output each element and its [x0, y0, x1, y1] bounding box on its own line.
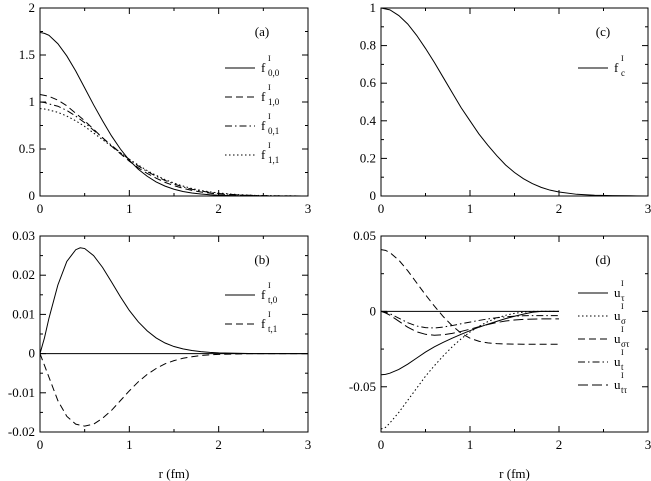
series-line-u-στ: [380, 249, 559, 345]
y-tick-label: 0: [370, 303, 377, 318]
x-tick-label: 0: [378, 201, 385, 216]
panel-label: (d): [595, 252, 610, 267]
y-tick-label: 0: [29, 346, 36, 361]
y-tick-label: 0.05: [353, 228, 376, 243]
y-tick-label: 0.6: [360, 75, 377, 90]
legend-superscript: I: [268, 310, 271, 319]
series-line-u-tτ: [380, 310, 559, 336]
x-axis-label: r (fm): [159, 466, 190, 481]
legend-label: f: [261, 89, 266, 104]
x-axis-label: r (fm): [499, 466, 530, 481]
y-tick-label: 0.02: [12, 267, 35, 282]
legend-label: u: [614, 377, 621, 392]
series-line-u-σ: [380, 310, 559, 430]
x-tick-label: 0: [37, 437, 44, 452]
y-tick-label: 1.5: [19, 47, 35, 62]
legend-subscript: t: [621, 362, 624, 372]
y-tick-label: 0.2: [360, 150, 376, 165]
series-line-f-0,0: [39, 31, 308, 197]
x-tick-label: 1: [467, 201, 474, 216]
y-tick-label: 2: [29, 0, 36, 15]
legend-subscript: στ: [621, 339, 630, 349]
x-tick-label: 0: [378, 437, 385, 452]
series-line-f-1,1: [39, 108, 309, 197]
legend-subscript: 0,0: [268, 68, 280, 78]
legend-superscript: I: [268, 281, 271, 290]
y-tick-label: 0: [29, 188, 36, 203]
y-tick-label: 0.01: [12, 306, 35, 321]
legend-subscript: 1,1: [268, 155, 279, 165]
x-tick-label: 2: [215, 437, 222, 452]
legend-subscript: t,1: [268, 324, 277, 334]
legend-subscript: σ: [621, 316, 626, 326]
legend-label: u: [614, 354, 621, 369]
series-line-f-t,1: [39, 353, 308, 427]
legend-superscript: I: [621, 325, 624, 334]
x-tick-label: 3: [305, 201, 312, 216]
legend-superscript: I: [268, 83, 271, 92]
x-tick-label: 3: [645, 437, 651, 452]
x-tick-label: 2: [556, 437, 563, 452]
x-tick-label: 1: [467, 437, 474, 452]
y-tick-label: -0.01: [8, 385, 35, 400]
x-tick-label: 3: [305, 437, 312, 452]
legend-subscript: c: [621, 68, 625, 78]
y-tick-label: 0.4: [360, 113, 377, 128]
legend-superscript: I: [621, 54, 624, 63]
x-tick-label: 3: [645, 201, 651, 216]
legend-label: u: [614, 285, 621, 300]
y-tick-label: 1: [29, 94, 36, 109]
series-line-f-c: [380, 7, 649, 197]
legend-subscript: τ: [621, 293, 625, 303]
legend-label: f: [261, 287, 266, 302]
legend-subscript: 1,0: [268, 97, 280, 107]
legend-superscript: I: [268, 112, 271, 121]
x-tick-label: 1: [126, 201, 133, 216]
panel-b: 0 1 2 3-0.02-0.0100.010.020.03fIt,0fIt,1(b)…: [8, 228, 311, 481]
series-line-f-0,1: [39, 101, 309, 197]
panel-label: (a): [255, 24, 269, 39]
legend-superscript: I: [621, 348, 624, 357]
series-line-u-t: [380, 310, 559, 329]
legend-superscript: I: [621, 371, 624, 380]
panel-c: 0 1 2 3 0 0.2 0.4 0.6 0.8 1 fIc (c): [360, 0, 651, 216]
y-tick-label: 0.5: [19, 141, 35, 156]
legend-label: u: [614, 308, 621, 323]
y-tick-label: 0: [370, 188, 377, 203]
legend-superscript: I: [268, 141, 271, 150]
legend-superscript: I: [621, 279, 624, 288]
series-line-u-τ: [380, 310, 559, 376]
panel-label: (c): [596, 24, 610, 39]
y-tick-label: 1: [370, 0, 377, 15]
legend-superscript: I: [621, 302, 624, 311]
y-tick-label: 0.03: [12, 228, 35, 243]
legend-label: f: [261, 147, 266, 162]
series-line-f-1,0: [39, 93, 309, 197]
legend-subscript: tτ: [621, 385, 628, 395]
series-line-f-t,0: [39, 247, 308, 355]
y-tick-label: 0.8: [360, 38, 376, 53]
y-tick-label: -0.05: [349, 379, 376, 394]
legend-subscript: 0,1: [268, 126, 279, 136]
legend-label: f: [261, 118, 266, 133]
x-tick-label: 1: [126, 437, 133, 452]
legend-label: f: [614, 60, 619, 75]
legend-superscript: I: [268, 54, 271, 63]
y-tick-label: -0.02: [8, 424, 35, 439]
legend-subscript: t,0: [268, 295, 278, 305]
legend-label: f: [261, 60, 266, 75]
legend-label: u: [614, 331, 621, 346]
x-tick-label: 2: [215, 201, 222, 216]
x-tick-label: 2: [556, 201, 563, 216]
panel-label: (b): [254, 252, 269, 267]
x-tick-label: 0: [37, 201, 44, 216]
legend-label: f: [261, 316, 266, 331]
